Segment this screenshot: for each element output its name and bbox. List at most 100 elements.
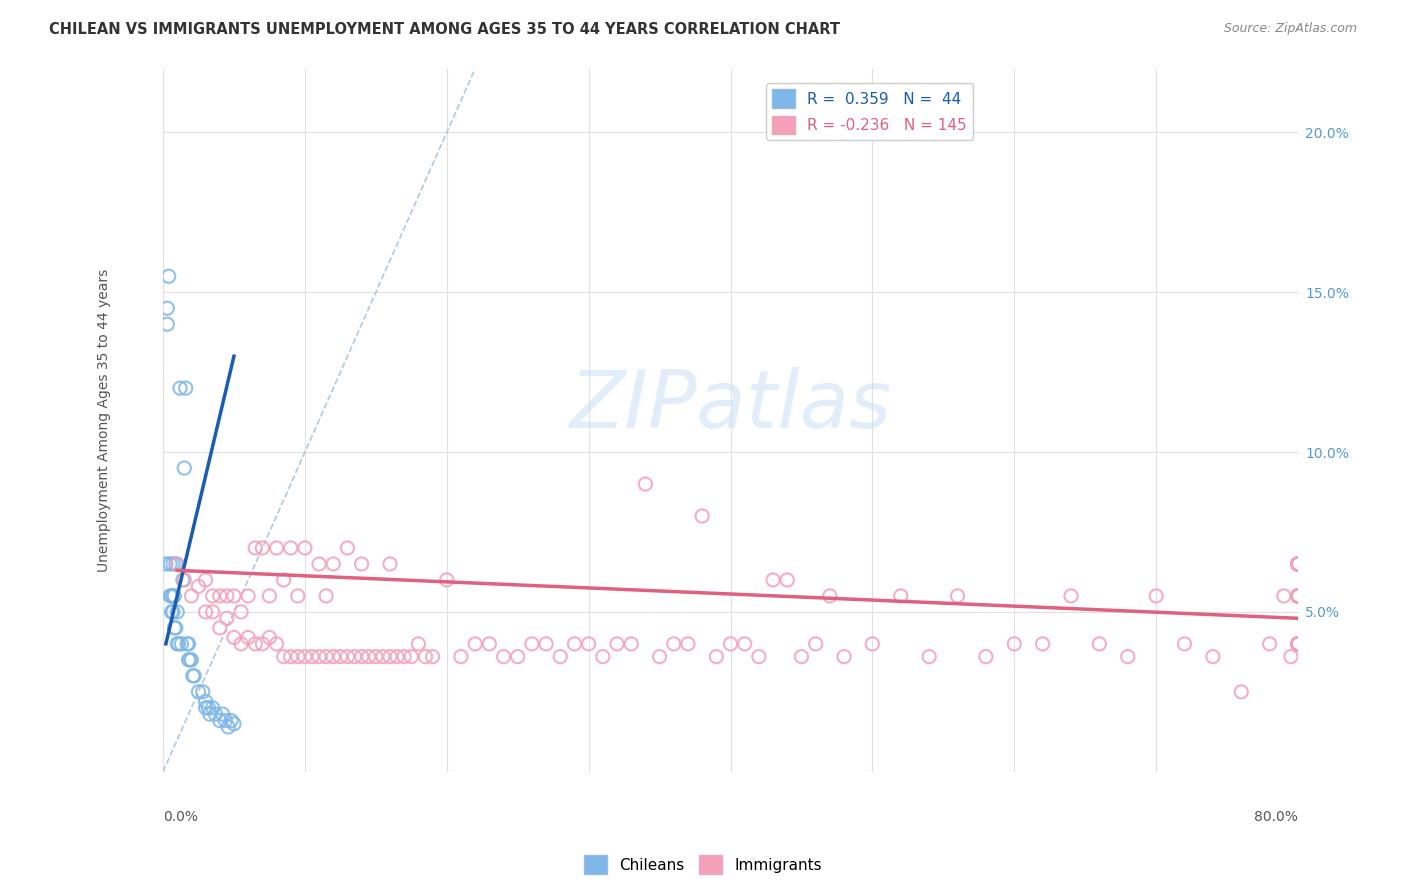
Point — [219, 714, 242, 728]
Point — [208, 621, 231, 635]
Point — [974, 649, 997, 664]
Point — [1286, 637, 1309, 651]
Point — [748, 649, 770, 664]
Point — [287, 649, 309, 664]
Point — [520, 637, 543, 651]
Point — [478, 637, 501, 651]
Point — [378, 557, 401, 571]
Point — [166, 557, 188, 571]
Point — [245, 637, 267, 651]
Point — [170, 637, 193, 651]
Point — [1286, 557, 1309, 571]
Point — [1286, 589, 1309, 603]
Point — [378, 649, 401, 664]
Point — [1286, 637, 1309, 651]
Point — [1286, 637, 1309, 651]
Point — [215, 589, 238, 603]
Point — [357, 649, 380, 664]
Legend: Chileans, Immigrants: Chileans, Immigrants — [578, 849, 828, 880]
Point — [163, 621, 186, 635]
Point — [179, 653, 201, 667]
Point — [280, 649, 302, 664]
Point — [662, 637, 685, 651]
Point — [315, 589, 337, 603]
Point — [301, 649, 323, 664]
Point — [245, 541, 267, 555]
Point — [266, 541, 288, 555]
Point — [1144, 589, 1167, 603]
Point — [201, 589, 224, 603]
Text: Unemployment Among Ages 35 to 44 years: Unemployment Among Ages 35 to 44 years — [97, 268, 111, 572]
Point — [1286, 637, 1309, 651]
Point — [1286, 589, 1309, 603]
Point — [1173, 637, 1195, 651]
Point — [156, 301, 179, 316]
Point — [415, 649, 437, 664]
Point — [1286, 557, 1309, 571]
Point — [165, 557, 187, 571]
Point — [159, 589, 181, 603]
Point — [1286, 589, 1309, 603]
Point — [1286, 557, 1309, 571]
Point — [1002, 637, 1025, 651]
Point — [534, 637, 557, 651]
Point — [162, 557, 184, 571]
Point — [315, 649, 337, 664]
Point — [1286, 557, 1309, 571]
Point — [1286, 557, 1309, 571]
Point — [564, 637, 586, 651]
Point — [155, 557, 177, 571]
Point — [252, 637, 274, 651]
Text: ZIPatlas: ZIPatlas — [569, 367, 891, 445]
Point — [578, 637, 600, 651]
Point — [492, 649, 515, 664]
Point — [174, 381, 197, 395]
Point — [422, 649, 444, 664]
Point — [1286, 637, 1309, 651]
Point — [173, 573, 195, 587]
Point — [1286, 557, 1309, 571]
Point — [215, 611, 238, 625]
Point — [1286, 589, 1309, 603]
Point — [166, 605, 188, 619]
Legend: R =  0.359   N =  44, R = -0.236   N = 145: R = 0.359 N = 44, R = -0.236 N = 145 — [766, 83, 973, 140]
Point — [336, 541, 359, 555]
Point — [1286, 557, 1309, 571]
Point — [169, 381, 191, 395]
Point — [762, 573, 785, 587]
Point — [1286, 589, 1309, 603]
Point — [1286, 589, 1309, 603]
Point — [1286, 557, 1309, 571]
Point — [214, 714, 236, 728]
Point — [1286, 589, 1309, 603]
Point — [201, 700, 224, 714]
Point — [308, 557, 330, 571]
Point — [1286, 637, 1309, 651]
Point — [1286, 637, 1309, 651]
Point — [946, 589, 969, 603]
Point — [690, 508, 713, 523]
Point — [222, 589, 245, 603]
Point — [890, 589, 912, 603]
Point — [1286, 637, 1309, 651]
Point — [1060, 589, 1083, 603]
Point — [194, 700, 217, 714]
Point — [160, 589, 183, 603]
Point — [392, 649, 415, 664]
Point — [343, 649, 366, 664]
Point — [208, 714, 231, 728]
Point — [704, 649, 727, 664]
Point — [322, 649, 344, 664]
Point — [252, 541, 274, 555]
Point — [187, 685, 209, 699]
Point — [401, 649, 423, 664]
Point — [294, 649, 316, 664]
Point — [1286, 589, 1309, 603]
Point — [350, 557, 373, 571]
Point — [222, 631, 245, 645]
Point — [1286, 557, 1309, 571]
Point — [436, 573, 458, 587]
Point — [1286, 637, 1309, 651]
Point — [217, 720, 239, 734]
Text: 80.0%: 80.0% — [1254, 810, 1298, 824]
